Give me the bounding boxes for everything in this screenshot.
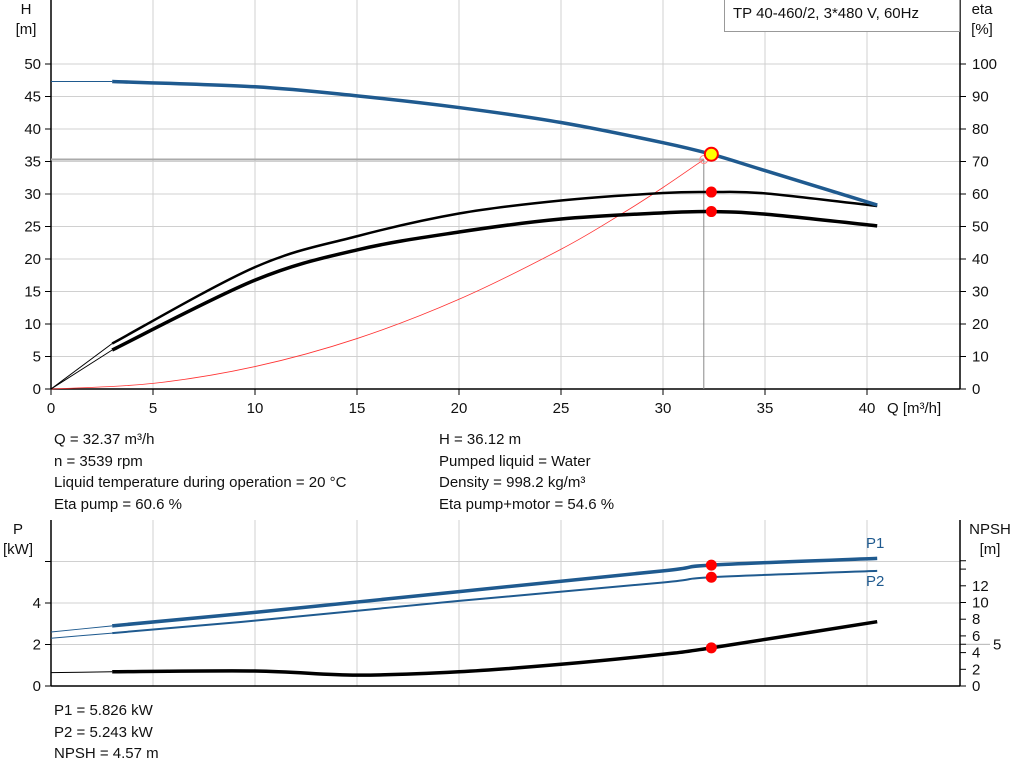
info-npsh: NPSH = 4.57 m (54, 745, 159, 762)
h-tick-label: 30 (24, 186, 41, 203)
eta-pump-curve-line (111, 190, 878, 345)
h-tick-label: 0 (33, 381, 41, 398)
p2-curve-line (112, 569, 878, 635)
eta-tick-label: 40 (972, 251, 989, 268)
h-tick-label: 25 (24, 219, 41, 236)
h-axis-label: [m] (16, 21, 37, 38)
eta-tick-label: 90 (972, 89, 989, 106)
eta-tick-label: 0 (972, 381, 980, 398)
h-axis-label: H (21, 1, 32, 18)
npsh-axis-label: NPSH (969, 521, 1011, 538)
eta-tick-label: 100 (972, 56, 997, 73)
eta-tick-label: 20 (972, 316, 989, 333)
p2-series-label: P2 (866, 573, 884, 590)
p2-curve-thin-line (50, 632, 113, 639)
npsh-curve-thin-line (50, 671, 113, 674)
eta-tick-label: 70 (972, 154, 989, 171)
info-speed: n = 3539 rpm (54, 453, 143, 470)
npsh-tick-label: 10 (972, 595, 989, 612)
head-curve-line (112, 79, 878, 207)
npsh-tick-label: 5 (993, 636, 1001, 653)
eta-pump-curve-thin-line (50, 343, 113, 390)
p-tick-label: 4 (33, 595, 41, 612)
p-tick-label: 2 (33, 637, 41, 654)
h-tick-label: 35 (24, 154, 41, 171)
eta-tick-label: 80 (972, 121, 989, 138)
eta-pump-motor-curve-line (111, 209, 878, 352)
npsh-tick-label: 0 (972, 678, 980, 695)
p1-series-label: P1 (866, 535, 884, 552)
h-tick-label: 45 (24, 89, 41, 106)
npsh-tick-label: 12 (972, 578, 989, 595)
info-eta-pump-motor: Eta pump+motor = 54.6 % (439, 496, 615, 513)
npsh-axis-label: [m] (980, 541, 1001, 558)
info-temperature: Liquid temperature during operation = 20… (54, 474, 347, 491)
q-tick-label: 5 (149, 400, 157, 417)
q-tick-label: 35 (757, 400, 774, 417)
p1-curve-thin-line (50, 625, 113, 633)
p1-duty-marker (705, 559, 717, 571)
q-axis-label: Q [m³/h] (887, 400, 941, 417)
p1-curve-line (112, 556, 878, 628)
h-tick-label: 5 (33, 349, 41, 366)
p-axis-label: P (13, 521, 23, 538)
pump-title: TP 40-460/2, 3*480 V, 60Hz (724, 0, 960, 32)
eta-pump-motor-curve-thin-line (50, 349, 113, 390)
q-tick-label: 0 (47, 400, 55, 417)
q-tick-label: 40 (859, 400, 876, 417)
info-q: Q = 32.37 m³/h (54, 431, 155, 448)
info-p1: P1 = 5.826 kW (54, 702, 153, 719)
h-tick-label: 15 (24, 284, 41, 301)
eta-axis-label: eta (972, 1, 994, 18)
q-tick-label: 10 (247, 400, 264, 417)
eta-axis-label: [%] (971, 21, 993, 38)
q-tick-label: 25 (553, 400, 570, 417)
info-liquid: Pumped liquid = Water (439, 453, 591, 470)
eta-tick-label: 60 (972, 186, 989, 203)
q-tick-label: 15 (349, 400, 366, 417)
eta-pump-motor-duty-marker (705, 206, 717, 218)
info-density: Density = 998.2 kg/m³ (439, 474, 586, 491)
p-axis-label: [kW] (3, 541, 33, 558)
npsh-tick-label: 2 (972, 661, 980, 678)
npsh-curve-line (112, 619, 878, 677)
npsh-tick-label: 4 (972, 645, 980, 662)
info-p2: P2 = 5.243 kW (54, 724, 153, 741)
npsh-duty-marker (705, 642, 717, 654)
p2-duty-marker (705, 571, 717, 583)
info-eta-pump: Eta pump = 60.6 % (54, 496, 182, 513)
npsh-tick-label: 8 (972, 611, 980, 628)
h-tick-label: 50 (24, 56, 41, 73)
eta-tick-label: 50 (972, 219, 989, 236)
q-tick-label: 30 (655, 400, 672, 417)
h-tick-label: 10 (24, 316, 41, 333)
eta-tick-label: 30 (972, 284, 989, 301)
h-tick-label: 20 (24, 251, 41, 268)
q-tick-label: 20 (451, 400, 468, 417)
info-h: H = 36.12 m (439, 431, 522, 448)
npsh-tick-label: 6 (972, 628, 980, 645)
eta-pump-duty-marker (705, 186, 717, 198)
h-tick-label: 40 (24, 121, 41, 138)
system-curve-line (50, 159, 705, 390)
p-tick-label: 0 (33, 678, 41, 695)
eta-tick-label: 10 (972, 349, 989, 366)
head-duty-marker (703, 146, 719, 162)
